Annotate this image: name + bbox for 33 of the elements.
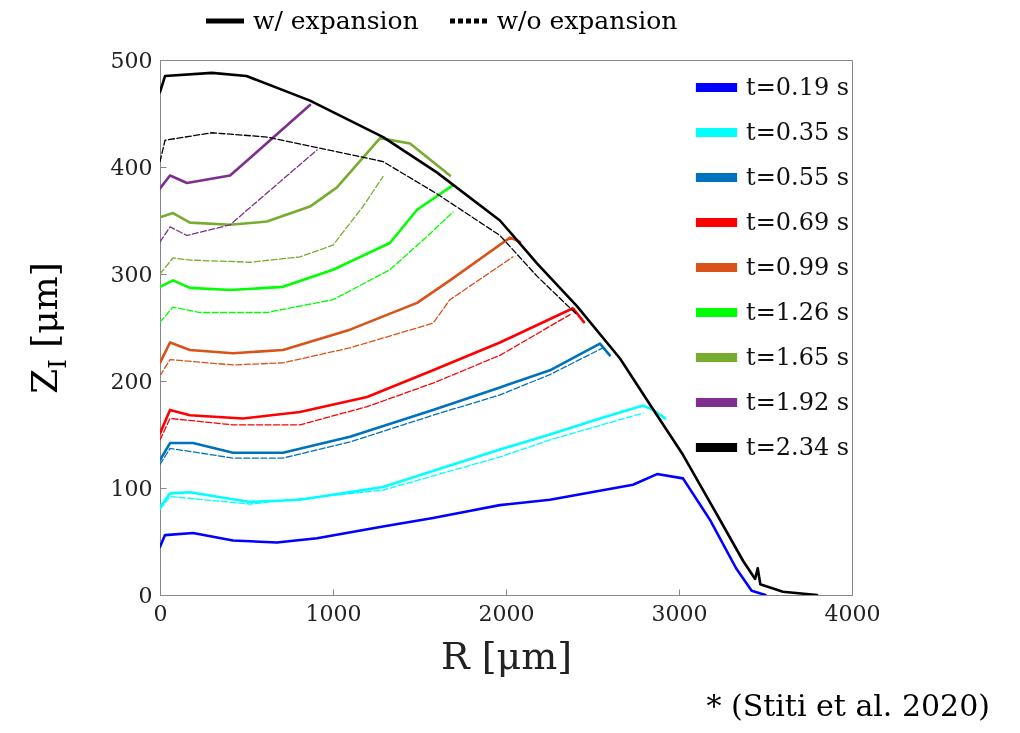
x-tick-label: 4000 [824,600,881,626]
text: * (Stiti et al. 2020) [706,688,990,723]
line-series [160,149,318,243]
legend-label: t=0.19 s [746,72,850,101]
line-series [160,132,578,316]
x-tick-label: 1000 [305,600,362,626]
line-series [160,472,767,595]
text: w/ expansion [253,6,419,35]
y-tick-label: 500 [110,47,153,73]
line-series [160,211,454,323]
line-series [160,103,312,190]
y-tick-label: 0 [138,582,153,608]
legend-label: t=0.69 s [746,207,850,236]
line-series [160,236,522,365]
x-axis-title: R [μm] [440,633,573,678]
legend-label: t=0.35 s [746,117,850,146]
x-tick-label: 2000 [478,600,535,626]
line-series [160,175,384,275]
y-tick-label: 100 [110,475,153,501]
text: w/o expansion [496,6,678,35]
y-tick-label: 400 [110,154,153,180]
legend-label: t=0.55 s [746,162,850,191]
legend-label: t=1.92 s [746,387,850,416]
legend-label: t=0.99 s [746,252,850,281]
line-series [160,183,455,292]
line-series [160,136,452,227]
y-tick-label: 300 [110,261,153,287]
x-tick-label: 3000 [651,600,708,626]
y-tick-label: 200 [110,368,153,394]
legend-label: t=1.65 s [746,342,850,371]
legend-label: t=1.26 s [746,297,850,326]
line-series [160,256,514,377]
legend-label: t=2.34 s [746,432,850,461]
